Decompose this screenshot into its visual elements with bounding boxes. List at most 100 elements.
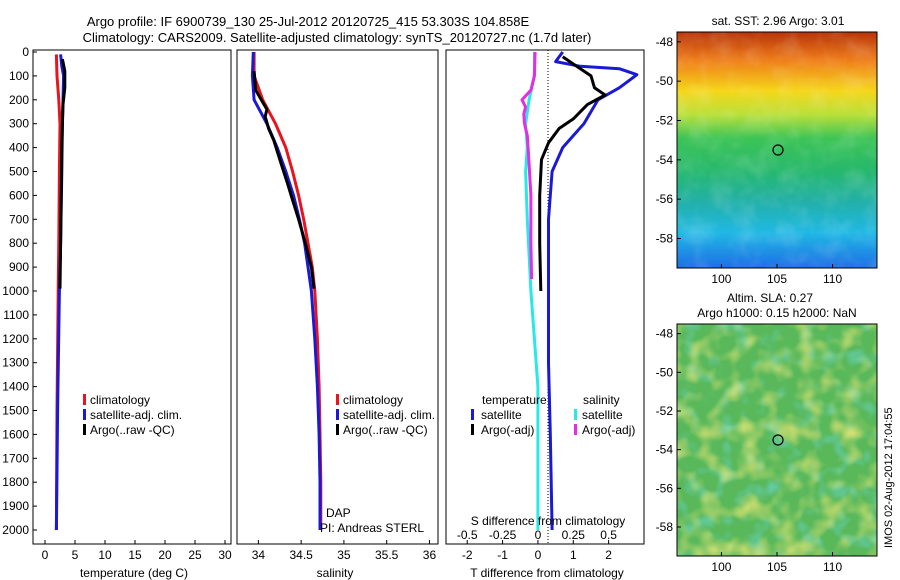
lon-tick-label: 100 xyxy=(711,272,731,286)
x-tick-label: 1 xyxy=(570,548,577,562)
x-tick-label: 34.5 xyxy=(289,548,313,562)
difference-series xyxy=(520,51,639,531)
series-line-1 xyxy=(538,55,607,292)
y-tick-label: 800 xyxy=(9,236,29,250)
sst-lat-tick-labels: -48 -50 -52 -54 -56 -58 xyxy=(656,35,681,246)
s-tick-label: 0.25 xyxy=(562,528,586,542)
sla-map-title-2: Argo h1000: 0.15 h2000: NaN xyxy=(697,306,856,320)
legend-label-satellite-adj: satellite-adj. clim. xyxy=(90,408,182,422)
y-tick-label: 900 xyxy=(9,260,29,274)
x-tick-label: -1 xyxy=(497,548,508,562)
y-tick-label: 1000 xyxy=(2,284,29,298)
lat-tick-label: -48 xyxy=(656,35,674,49)
lat-tick-label: -52 xyxy=(656,404,674,418)
salinity-series xyxy=(250,51,323,530)
s-difference-label: S difference from climatology xyxy=(471,514,626,528)
legend-label-sal-satellite: satellite xyxy=(582,408,623,422)
x-tick-label: 2 xyxy=(605,548,612,562)
depth-tick-labels: 0 100 200 300 400 500 600 700 800 900 1000 1100 1200… xyxy=(2,45,37,537)
legend-swatch-sal-argo xyxy=(574,424,577,435)
lat-tick-label: -58 xyxy=(656,232,674,246)
temperature-series xyxy=(54,54,67,531)
t-difference-label: T difference from climatology xyxy=(470,566,624,580)
series-line-2 xyxy=(58,58,67,289)
y-tick-label: 0 xyxy=(22,45,29,59)
sst-texture xyxy=(677,32,877,268)
y-tick-label: 400 xyxy=(9,141,29,155)
y-tick-label: 300 xyxy=(9,117,29,131)
sst-map-title: sat. SST: 2.96 Argo: 3.01 xyxy=(712,14,845,28)
x-tick-label: 35 xyxy=(337,548,351,562)
y-tick-label: 1400 xyxy=(2,380,29,394)
argo-position-marker xyxy=(772,434,784,446)
s-difference-tick-labels: -0.5 -0.25 0 0.25 0.5 xyxy=(457,528,617,542)
sst-map-panel: sat. SST: 2.96 Argo: 3.01 -48 -50 -52 -54 -5… xyxy=(656,14,878,286)
legend-swatch-satellite-adj xyxy=(336,409,339,420)
y-tick-label: 1100 xyxy=(3,308,29,322)
x-tick-label: 34 xyxy=(252,548,266,562)
lat-tick-label: -52 xyxy=(656,114,674,128)
y-tick-label: 200 xyxy=(9,93,29,107)
y-tick-label: 600 xyxy=(9,188,29,202)
y-tick-label: 1900 xyxy=(2,499,29,513)
t-difference-tick-labels: -2 -1 0 1 2 xyxy=(462,540,612,562)
lat-tick-label: -54 xyxy=(656,153,674,167)
legend-title-temperature: temperature xyxy=(482,393,547,407)
y-tick-label: 1200 xyxy=(2,332,29,346)
legend-label-sal-argo: Argo(-adj) xyxy=(582,423,635,437)
x-tick-label: 15 xyxy=(128,548,142,562)
imos-timestamp-label: IMOS 02-Aug-2012 17:04:55 xyxy=(883,407,895,548)
lat-tick-label: -50 xyxy=(656,74,674,88)
series-line-2 xyxy=(252,70,316,289)
temperature-panel: 0100200300400500600700800900100011001200… xyxy=(2,45,232,580)
difference-axes xyxy=(445,49,645,545)
dap-label: DAP xyxy=(326,506,351,520)
y-tick-label: 1700 xyxy=(2,451,29,465)
x-tick-label: 10 xyxy=(98,548,112,562)
lat-tick-label: -58 xyxy=(656,520,674,534)
x-tick-label: 30 xyxy=(218,548,232,562)
lon-tick-label: 100 xyxy=(711,560,731,574)
salinity-tick-labels: 34 34.5 35 35.5 36 xyxy=(252,540,436,562)
legend-label-climatology: climatology xyxy=(343,393,403,407)
salinity-axes xyxy=(236,49,439,545)
lon-tick-label: 105 xyxy=(767,272,787,286)
sla-map-panel: Altim. SLA: 0.27 Argo h1000: 0.15 h2000:… xyxy=(656,291,878,574)
y-tick-label: 1300 xyxy=(2,356,29,370)
x-tick-label: 20 xyxy=(158,548,172,562)
legend-swatch-argo xyxy=(83,424,86,435)
legend-swatch-sal-satellite xyxy=(574,409,577,420)
difference-legend: temperature satellite Argo(-adj) salinit… xyxy=(471,393,635,437)
lon-tick-label: 110 xyxy=(823,272,842,286)
y-tick-label: 1500 xyxy=(2,404,29,418)
y-tick-label: 700 xyxy=(9,212,29,226)
temperature-legend: climatology satellite-adj. clim. Argo(..… xyxy=(83,393,182,437)
temperature-axes xyxy=(32,49,232,545)
x-tick-label: 35.5 xyxy=(375,548,399,562)
x-tick-label: 5 xyxy=(72,548,79,562)
series-line-2 xyxy=(524,52,540,530)
s-tick-label: 0 xyxy=(535,528,542,542)
legend-swatch-climatology xyxy=(83,394,86,405)
legend-swatch-temp-satellite xyxy=(471,409,474,420)
x-tick-label: -2 xyxy=(462,548,473,562)
legend-title-salinity: salinity xyxy=(583,393,620,407)
s-tick-label: 0.5 xyxy=(600,528,617,542)
lon-tick-label: 110 xyxy=(823,560,842,574)
x-tick-label: 0 xyxy=(42,548,49,562)
lat-tick-label: -54 xyxy=(656,443,674,457)
sla-lat-tick-labels: -48 -50 -52 -54 -56 -58 xyxy=(656,327,681,534)
s-tick-label: -0.5 xyxy=(457,528,478,542)
legend-swatch-temp-argo xyxy=(471,424,474,435)
y-tick-label: 500 xyxy=(9,165,29,179)
lat-tick-label: -56 xyxy=(656,481,674,495)
legend-label-argo: Argo(..raw -QC) xyxy=(90,423,175,437)
temperature-x-label: temperature (deg C) xyxy=(80,566,188,580)
series-line-3 xyxy=(520,51,537,280)
temperature-tick-labels: 0 5 10 15 20 25 30 xyxy=(42,540,232,562)
legend-swatch-argo xyxy=(336,424,339,435)
series-line-1 xyxy=(250,51,322,530)
x-tick-label: 0 xyxy=(535,548,542,562)
difference-panel: -2 -1 0 1 2 -0.5 -0.25 0 0.25 0.5 S difference f… xyxy=(445,49,645,580)
